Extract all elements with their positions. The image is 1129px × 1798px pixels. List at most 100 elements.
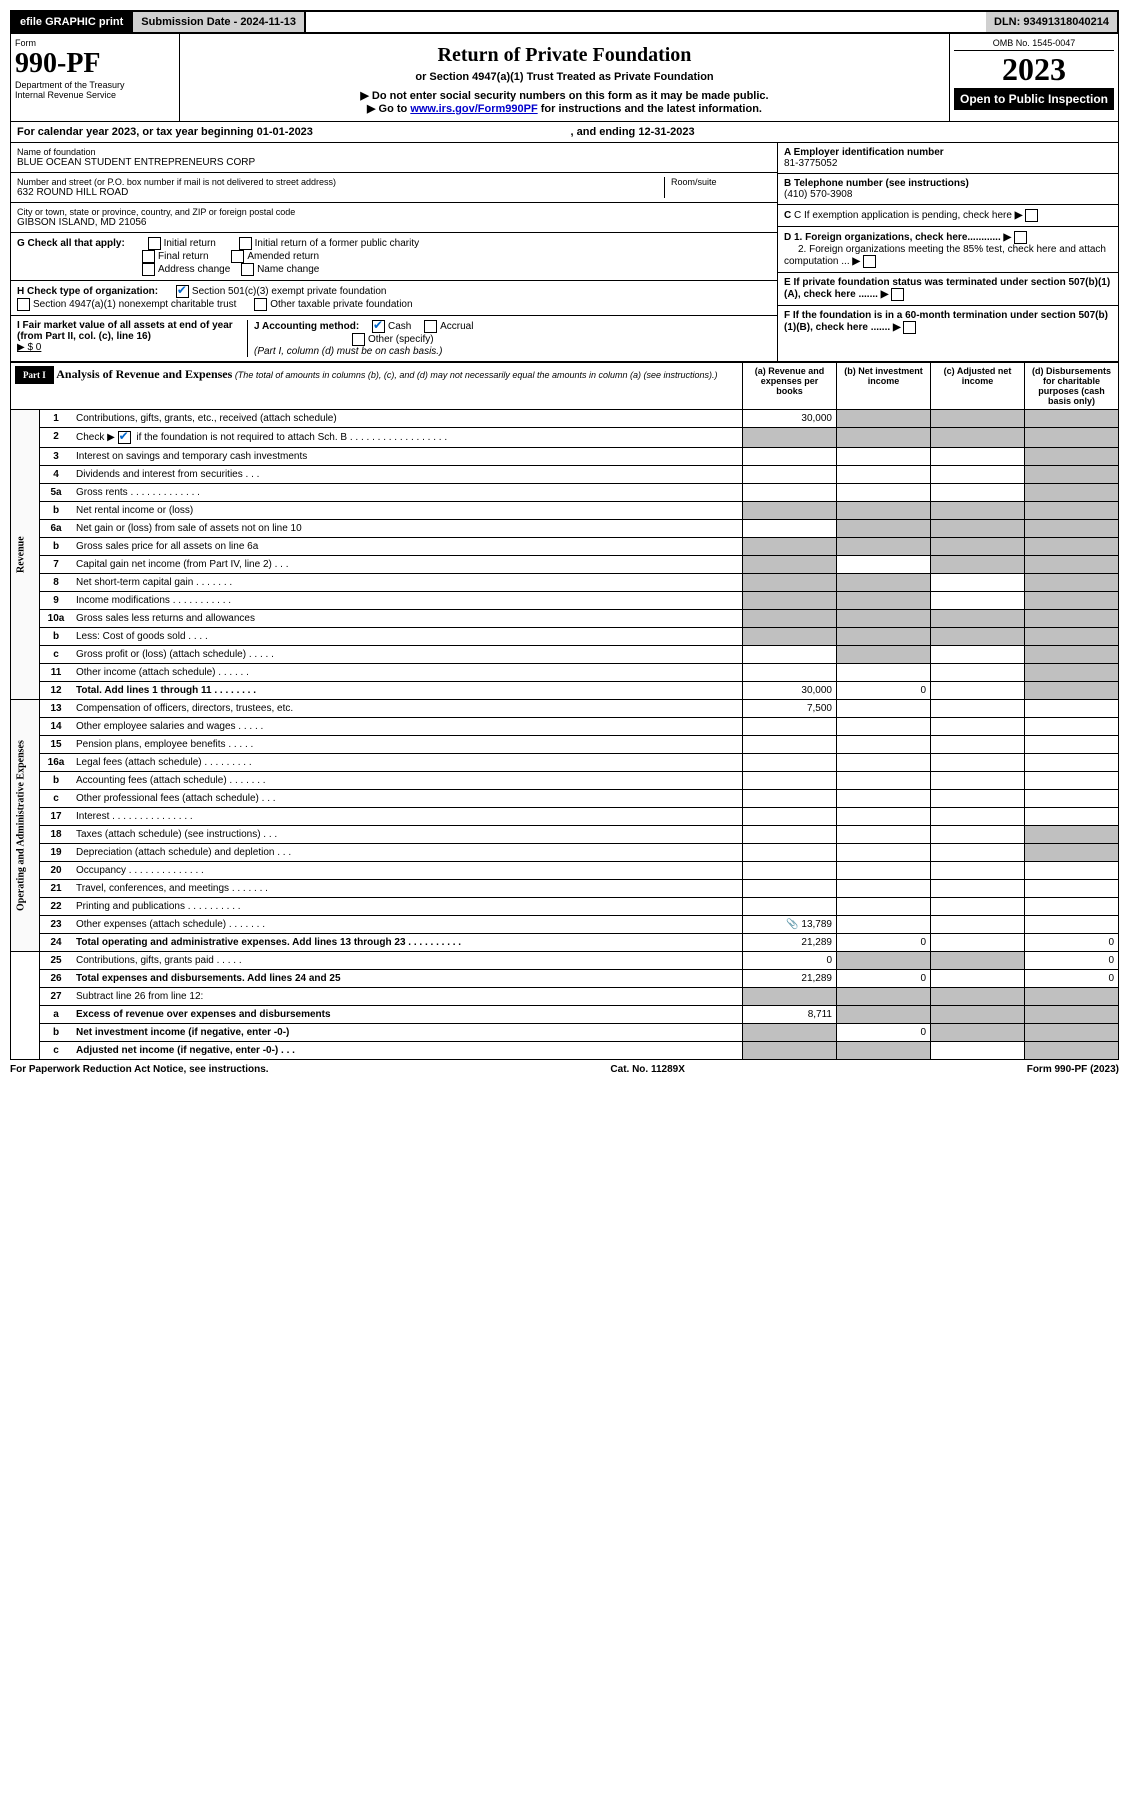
section-d: D 1. Foreign organizations, check here..…	[778, 227, 1118, 273]
part1-label: Part I	[15, 366, 54, 384]
header-center: Return of Private Foundation or Section …	[180, 34, 949, 121]
dln: DLN: 93491318040214	[986, 12, 1117, 32]
table-row: bNet investment income (if negative, ent…	[11, 1024, 1119, 1042]
ein-value: 81-3775052	[784, 158, 837, 169]
form-header: Form 990-PF Department of the Treasury I…	[10, 34, 1119, 122]
table-row: 4Dividends and interest from securities …	[11, 466, 1119, 484]
checkbox-d2[interactable]	[863, 255, 876, 268]
foundation-name: BLUE OCEAN STUDENT ENTREPRENEURS CORP	[17, 157, 771, 168]
page-footer: For Paperwork Reduction Act Notice, see …	[10, 1060, 1119, 1075]
fmv-value: ▶ $ 0	[17, 342, 41, 353]
calendar-end: , and ending 12-31-2023	[565, 122, 1119, 142]
revenue-side-label: Revenue	[11, 410, 40, 700]
checkbox-accrual[interactable]	[424, 320, 437, 333]
phone-cell: B Telephone number (see instructions) (4…	[778, 174, 1118, 205]
header-right: OMB No. 1545-0047 2023 Open to Public In…	[949, 34, 1118, 121]
checkbox-addr-change[interactable]	[142, 263, 155, 276]
calendar-year-row: For calendar year 2023, or tax year begi…	[10, 122, 1119, 143]
efile-badge: efile GRAPHIC print	[12, 12, 133, 32]
checkbox-d1[interactable]	[1014, 231, 1027, 244]
form-number: 990-PF	[15, 48, 175, 80]
table-row: 7Capital gain net income (from Part IV, …	[11, 556, 1119, 574]
table-row: cGross profit or (loss) (attach schedule…	[11, 646, 1119, 664]
form-title: Return of Private Foundation	[186, 44, 943, 67]
checkbox-4947[interactable]	[17, 298, 30, 311]
section-ij: I Fair market value of all assets at end…	[11, 316, 777, 361]
table-row: 6aNet gain or (loss) from sale of assets…	[11, 520, 1119, 538]
table-row: 22Printing and publications . . . . . . …	[11, 898, 1119, 916]
table-row: 12Total. Add lines 1 through 11 . . . . …	[11, 682, 1119, 700]
table-row: bGross sales price for all assets on lin…	[11, 538, 1119, 556]
checkbox-name-change[interactable]	[241, 263, 254, 276]
part1-title-note: (The total of amounts in columns (b), (c…	[235, 370, 718, 380]
table-row: 16aLegal fees (attach schedule) . . . . …	[11, 754, 1119, 772]
checkbox-e[interactable]	[891, 288, 904, 301]
checkbox-cash[interactable]	[372, 320, 385, 333]
attachment-icon[interactable]: 📎	[786, 919, 798, 930]
top-bar: efile GRAPHIC print Submission Date - 20…	[10, 10, 1119, 34]
col-b-header: (b) Net investment income	[837, 363, 931, 410]
checkbox-f[interactable]	[903, 321, 916, 334]
checkbox-amended[interactable]	[231, 250, 244, 263]
table-row: 14Other employee salaries and wages . . …	[11, 718, 1119, 736]
note-ssn: ▶ Do not enter social security numbers o…	[186, 89, 943, 102]
table-row: 25Contributions, gifts, grants paid . . …	[11, 952, 1119, 970]
table-row: cOther professional fees (attach schedul…	[11, 790, 1119, 808]
omb: OMB No. 1545-0047	[954, 38, 1114, 51]
checkbox-initial-former[interactable]	[239, 237, 252, 250]
expenses-side-label: Operating and Administrative Expenses	[11, 700, 40, 952]
col-a-header: (a) Revenue and expenses per books	[743, 363, 837, 410]
form-label: Form	[15, 38, 175, 48]
section-f: F If the foundation is in a 60-month ter…	[778, 306, 1118, 338]
dept-label: Department of the Treasury	[15, 80, 175, 90]
section-g: G Check all that apply: Initial return I…	[11, 233, 777, 281]
foundation-address: 632 ROUND HILL ROAD	[17, 187, 664, 198]
table-row: Operating and Administrative Expenses 13…	[11, 700, 1119, 718]
table-row: 19Depreciation (attach schedule) and dep…	[11, 844, 1119, 862]
table-row: 3Interest on savings and temporary cash …	[11, 448, 1119, 466]
checkbox-c[interactable]	[1025, 209, 1038, 222]
phone-value: (410) 570-3908	[784, 189, 852, 200]
form-number-box: Form 990-PF Department of the Treasury I…	[11, 34, 180, 121]
table-row: 20Occupancy . . . . . . . . . . . . . .	[11, 862, 1119, 880]
section-e: E If private foundation status was termi…	[778, 273, 1118, 306]
table-row: bNet rental income or (loss)	[11, 502, 1119, 520]
table-row: 5aGross rents . . . . . . . . . . . . .	[11, 484, 1119, 502]
table-row: aExcess of revenue over expenses and dis…	[11, 1006, 1119, 1024]
foundation-city: GIBSON ISLAND, MD 21056	[17, 217, 771, 228]
ein-cell: A Employer identification number 81-3775…	[778, 143, 1118, 174]
table-row: 8Net short-term capital gain . . . . . .…	[11, 574, 1119, 592]
checkbox-schb[interactable]	[118, 431, 131, 444]
table-row: 21Travel, conferences, and meetings . . …	[11, 880, 1119, 898]
table-row: 15Pension plans, employee benefits . . .…	[11, 736, 1119, 754]
table-row: 17Interest . . . . . . . . . . . . . . .	[11, 808, 1119, 826]
checkbox-other-method[interactable]	[352, 333, 365, 346]
table-row: bLess: Cost of goods sold . . . .	[11, 628, 1119, 646]
checkbox-initial[interactable]	[148, 237, 161, 250]
calendar-begin: For calendar year 2023, or tax year begi…	[11, 122, 565, 142]
section-h: H Check type of organization: Section 50…	[11, 281, 777, 316]
checkbox-final[interactable]	[142, 250, 155, 263]
irs-link[interactable]: www.irs.gov/Form990PF	[410, 103, 537, 115]
checkbox-other-taxable[interactable]	[254, 298, 267, 311]
table-row: Revenue 1Contributions, gifts, grants, e…	[11, 410, 1119, 428]
col-c-header: (c) Adjusted net income	[931, 363, 1025, 410]
checkbox-501c3[interactable]	[176, 285, 189, 298]
tax-year: 2023	[954, 51, 1114, 88]
entity-info: Name of foundation BLUE OCEAN STUDENT EN…	[10, 143, 1119, 362]
room-label: Room/suite	[664, 177, 771, 198]
table-row: 26Total expenses and disbursements. Add …	[11, 970, 1119, 988]
foundation-name-cell: Name of foundation BLUE OCEAN STUDENT EN…	[11, 143, 777, 173]
pra-notice: For Paperwork Reduction Act Notice, see …	[10, 1064, 269, 1075]
irs-label: Internal Revenue Service	[15, 90, 175, 100]
city-cell: City or town, state or province, country…	[11, 203, 777, 233]
address-cell: Number and street (or P.O. box number if…	[11, 173, 777, 203]
form-footer-label: Form 990-PF (2023)	[1027, 1064, 1119, 1075]
table-row: cAdjusted net income (if negative, enter…	[11, 1042, 1119, 1060]
part1-title: Analysis of Revenue and Expenses	[56, 367, 232, 381]
table-row: 9Income modifications . . . . . . . . . …	[11, 592, 1119, 610]
table-row: 2Check ▶ if the foundation is not requir…	[11, 428, 1119, 448]
open-public-badge: Open to Public Inspection	[954, 88, 1114, 110]
table-row: 23Other expenses (attach schedule) . . .…	[11, 916, 1119, 934]
section-c: C C If exemption application is pending,…	[778, 205, 1118, 227]
